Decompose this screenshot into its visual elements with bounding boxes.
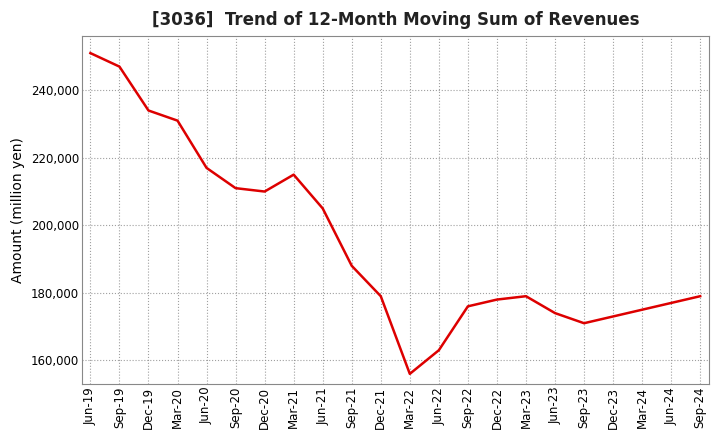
Title: [3036]  Trend of 12-Month Moving Sum of Revenues: [3036] Trend of 12-Month Moving Sum of R… [151,11,639,29]
Y-axis label: Amount (million yen): Amount (million yen) [11,137,25,283]
